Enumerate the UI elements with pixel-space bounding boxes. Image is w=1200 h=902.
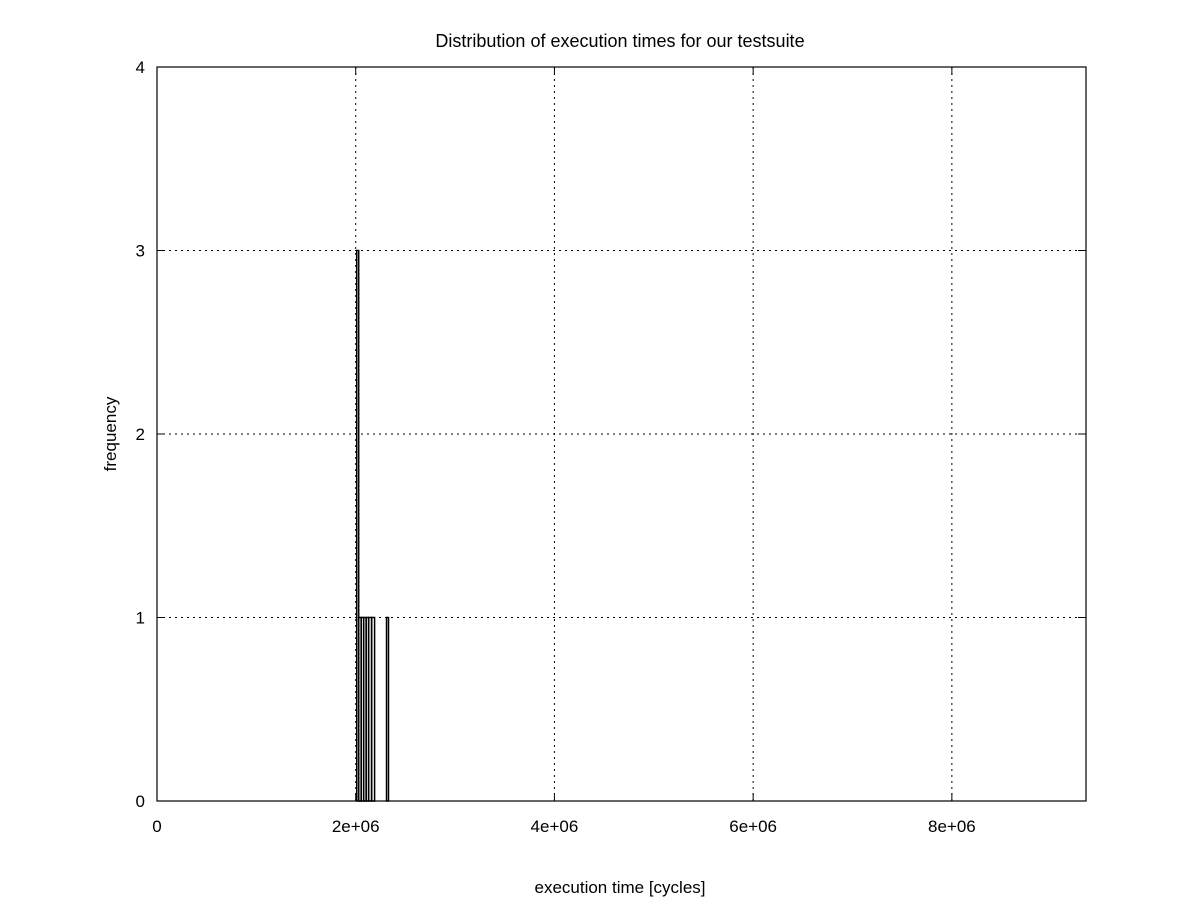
axis-ticks (156, 66, 1086, 802)
x-axis-label: execution time [cycles] (534, 878, 705, 897)
x-tick-labels: 0 2e+06 4e+06 6e+06 8e+06 (152, 817, 975, 836)
histogram-bar (385, 616, 390, 802)
histogram-bars (355, 249, 390, 802)
x-tick-label: 2e+06 (332, 817, 380, 836)
y-tick-label: 0 (136, 792, 145, 811)
y-tick-label: 2 (136, 425, 145, 444)
y-tick-labels: 0 1 2 3 4 (136, 58, 145, 811)
x-tick-label: 8e+06 (928, 817, 976, 836)
chart-title: Distribution of execution times for our … (435, 31, 804, 51)
y-tick-label: 1 (136, 609, 145, 628)
grid-lines (157, 67, 1086, 801)
y-axis-label: frequency (101, 396, 120, 471)
y-tick-label: 4 (136, 58, 145, 77)
x-tick-label: 4e+06 (531, 817, 579, 836)
y-tick-label: 3 (136, 242, 145, 261)
x-tick-label: 6e+06 (729, 817, 777, 836)
histogram-bar (370, 616, 376, 802)
x-tick-label: 0 (152, 817, 161, 836)
